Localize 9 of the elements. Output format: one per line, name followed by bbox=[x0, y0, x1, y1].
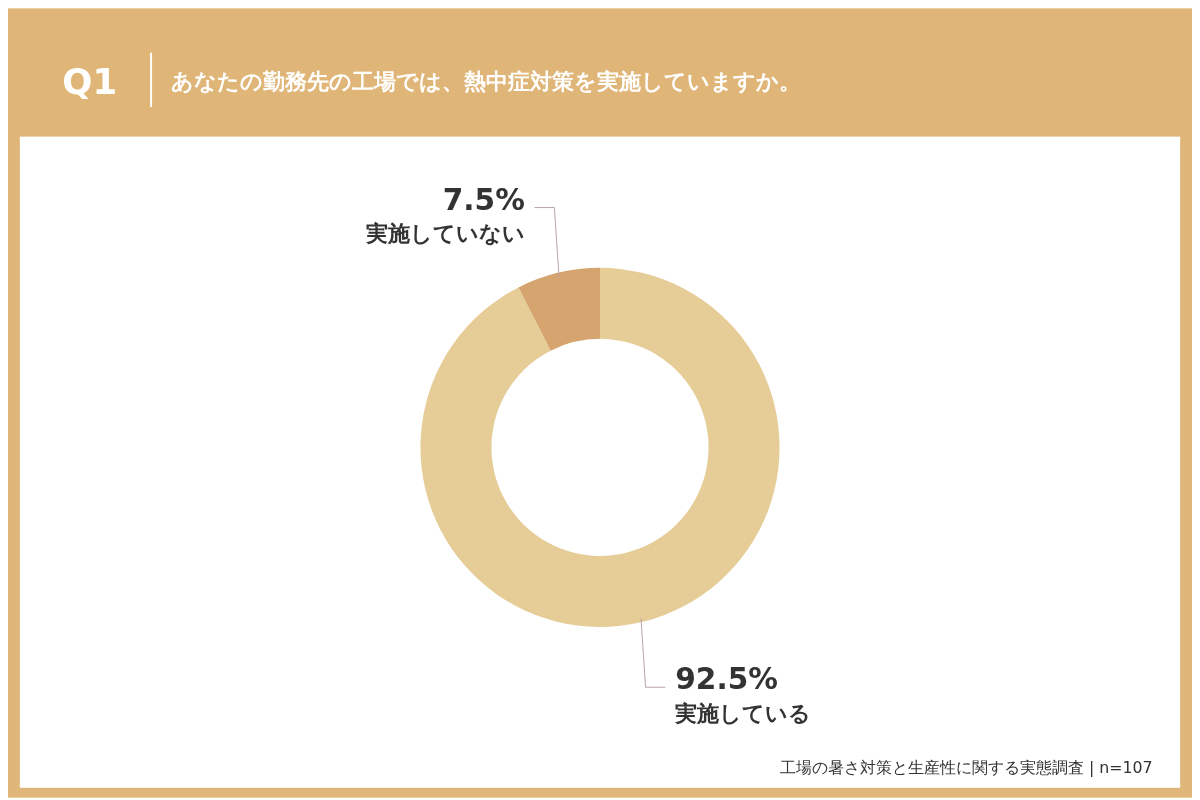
chart-subtitle: あなたの勤務先の工場では、熱中症対策を実施していますか。 bbox=[170, 69, 801, 95]
slice-label: 実施していない bbox=[364, 221, 525, 247]
chart-title: Q1 bbox=[62, 61, 118, 103]
data-label: 7.5% bbox=[442, 182, 525, 217]
donut-slice bbox=[518, 267, 600, 351]
slice-label: 実施している bbox=[674, 700, 812, 726]
data-label: 92.5% bbox=[675, 662, 778, 697]
donut-slice bbox=[420, 267, 780, 627]
text: 工場の暑さ対策と生産性に関する実態調査 | n=107 bbox=[779, 758, 1153, 777]
